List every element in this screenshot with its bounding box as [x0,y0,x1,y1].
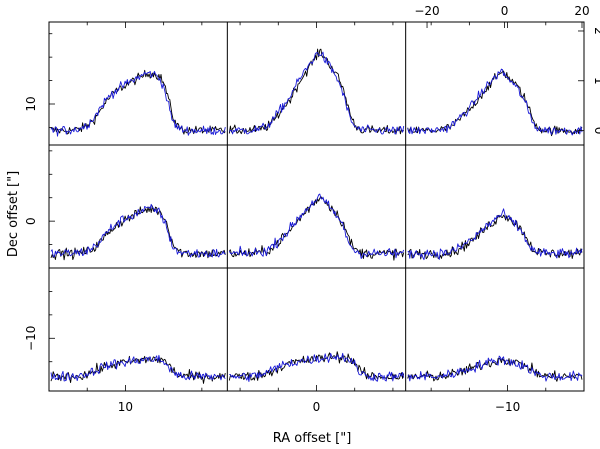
black-spectrum-line [228,48,405,135]
black-spectrum-line [407,70,583,137]
ra-tick-label: −10 [495,400,520,414]
blue-spectrum-line [228,193,405,259]
blue-spectrum-line [229,352,405,382]
spectrum-panel [50,354,226,384]
spectrum-panel [228,193,405,261]
ticks-layer [49,22,584,391]
velocity-tick-label: 20 [574,4,589,18]
velocity-tick-label: −20 [414,4,439,18]
blue-spectrum-line [50,70,226,137]
dec-tick-label: 10 [24,96,38,111]
intensity-tick-label: 1 [592,77,600,85]
velocity-tick-label: 0 [501,4,509,18]
ra-tick-label: 0 [313,400,321,414]
x-axis-title: RA offset ["] [273,431,352,446]
black-spectrum-line [228,351,405,381]
labels-layer: 10 0 −10 10 0 −10 −20 0 20 0 1 2 [24,4,600,414]
frame-layer [48,21,585,392]
intensity-tick-label: 0 [592,127,600,135]
spectrum-panel [407,68,583,137]
plot-frame [48,21,585,392]
spectrum-panel [407,208,583,261]
black-spectrum-line [50,355,226,384]
spectrum-panel [407,355,583,382]
blue-spectrum-line [407,355,583,382]
intensity-tick-label: 2 [592,27,600,35]
blue-spectrum-line [407,208,583,261]
panels-layer [50,48,583,384]
spectrum-panel [228,351,405,382]
blue-spectrum-line [50,203,226,258]
spectrum-panel [50,69,226,137]
dec-tick-label: 0 [24,217,38,225]
y-axis-title: Dec offset ["] [6,171,21,257]
black-spectrum-line [50,69,226,135]
spectrum-panel [50,203,226,261]
ra-tick-label: 10 [118,400,133,414]
blue-spectrum-line [407,68,583,136]
blue-spectrum-line [50,354,226,382]
spectrum-panel [228,48,405,135]
dec-tick-label: −10 [24,326,38,351]
blue-spectrum-line [228,51,405,135]
